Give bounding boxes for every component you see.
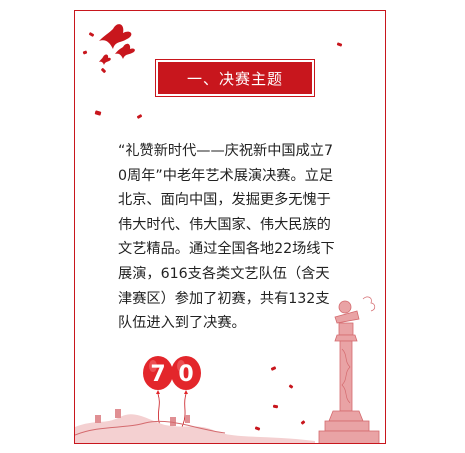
petal [270,366,277,371]
section-title: 一、决赛主题 [158,62,312,94]
great-wall-illustration [75,409,315,443]
balloon-digit-7: 7 [150,362,165,387]
balloon-digit-0: 0 [178,362,193,387]
content-card: 一、决赛主题 “礼赞新时代——庆祝新中国成立70周年”中老年艺术展演决赛。立足北… [74,10,386,444]
petal [94,110,102,116]
petal [136,113,143,120]
body-paragraph: “礼赞新时代——庆祝新中国成立70周年”中老年艺术展演决赛。立足北京、面向中国，… [118,143,335,332]
petal [336,42,343,47]
huabiao-monument-illustration [318,296,380,443]
section-title-banner: 一、决赛主题 [155,59,315,97]
petal [288,384,294,389]
petal [272,404,279,409]
doves-decoration [99,24,135,65]
